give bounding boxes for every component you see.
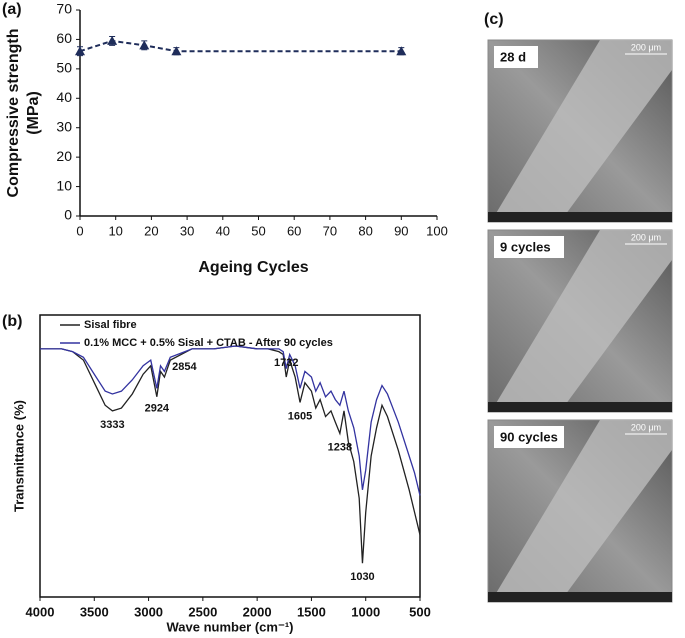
y-axis-label: Transmittance (%)	[11, 400, 26, 512]
peak-label: 1030	[350, 571, 374, 583]
x-tick-label: 0	[76, 223, 83, 238]
data-point	[107, 35, 118, 45]
x-tick-label: 3500	[80, 604, 109, 619]
scale-label: 200 μm	[631, 232, 661, 242]
peak-label: 2924	[145, 403, 170, 415]
peak-label: 2854	[172, 361, 197, 373]
x-tick-label: 50	[251, 223, 265, 238]
panel-label: (c)	[484, 11, 504, 28]
x-tick-label: 80	[358, 223, 372, 238]
x-tick-label: 30	[180, 223, 194, 238]
data-line	[79, 39, 402, 53]
x-tick-label: 2500	[188, 604, 217, 619]
info-strip	[488, 212, 672, 222]
data-point	[139, 40, 150, 50]
y-tick-label: 40	[56, 89, 72, 105]
data-line	[40, 345, 421, 564]
data-point	[396, 46, 407, 56]
fibre	[495, 40, 672, 222]
image-label: 28 d	[500, 49, 526, 64]
legend-label: 0.1% MCC + 0.5% Sisal + CTAB - After 90 …	[84, 337, 333, 349]
panel-label: (b)	[2, 313, 22, 330]
info-strip	[488, 592, 672, 602]
x-axis-label: Wave number (cm⁻¹)	[166, 619, 293, 634]
x-tick-label: 20	[144, 223, 158, 238]
label-box	[494, 46, 538, 68]
x-tick-label: 4000	[26, 604, 55, 619]
plot-frame	[39, 314, 421, 598]
y-tick-label: 20	[56, 148, 72, 164]
x-tick-label: 500	[409, 604, 431, 619]
y-tick-label: 10	[56, 177, 72, 193]
x-tick-label: 3000	[134, 604, 163, 619]
data-line	[40, 345, 421, 496]
x-tick-label: 1500	[297, 604, 326, 619]
x-tick-label: 1000	[351, 604, 380, 619]
fibre	[495, 420, 672, 602]
peak-label: 1605	[288, 410, 312, 422]
y-tick-label: 0	[64, 207, 72, 223]
x-tick-label: 2000	[243, 604, 272, 619]
y-axis-label: (MPa)	[25, 91, 42, 135]
legend-label: Sisal fibre	[84, 319, 137, 331]
y-tick-label: 30	[56, 118, 72, 134]
image-label: 90 cycles	[500, 429, 558, 444]
panel-label: (a)	[2, 1, 22, 18]
peak-label: 3333	[100, 419, 124, 431]
y-tick-label: 70	[56, 1, 72, 17]
info-strip	[488, 402, 672, 412]
x-axis-label: Ageing Cycles	[198, 259, 308, 276]
scale-label: 200 μm	[631, 422, 661, 432]
x-tick-label: 70	[323, 223, 337, 238]
data-point	[171, 46, 182, 56]
peak-label: 1732	[274, 357, 298, 369]
y-axis-label: Compressive strength	[5, 29, 22, 198]
label-box	[494, 426, 564, 448]
x-tick-label: 60	[287, 223, 301, 238]
peak-label: 1238	[328, 441, 352, 453]
data-point	[75, 46, 85, 56]
x-tick-label: 10	[108, 223, 122, 238]
y-tick-label: 50	[56, 60, 72, 76]
label-box	[494, 236, 564, 258]
image-label: 9 cycles	[500, 239, 551, 254]
x-tick-label: 40	[216, 223, 230, 238]
scale-label: 200 μm	[631, 42, 661, 52]
y-tick-label: 60	[56, 30, 72, 46]
x-tick-label: 100	[426, 223, 448, 238]
x-tick-label: 90	[394, 223, 408, 238]
fibre	[495, 230, 672, 412]
